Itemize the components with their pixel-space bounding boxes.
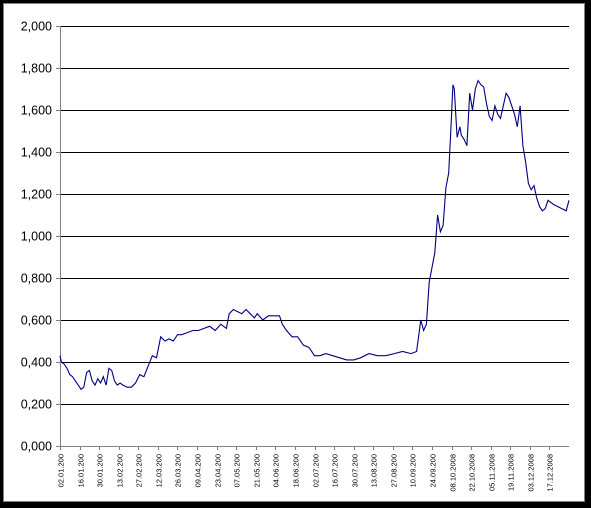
- x-tick-label: 12.03.200: [155, 454, 164, 487]
- x-tick-label: 21.05.200: [253, 454, 262, 487]
- x-tick-label: 19.11.2008: [507, 454, 516, 491]
- x-tick-label: 30.07.200: [351, 454, 360, 487]
- x-tick-label: 09.04.200: [194, 454, 203, 487]
- x-tick-label: 17.12.2008: [546, 454, 555, 492]
- x-tick-label: 30.01.200: [96, 454, 105, 487]
- x-tick-label: 23.04.200: [214, 454, 223, 487]
- y-tick-label: 0,600: [21, 314, 52, 328]
- axes: [56, 26, 569, 450]
- x-tick-label: 08.10.2008: [449, 454, 458, 492]
- y-tick-label: 1,000: [21, 230, 52, 244]
- y-tick-label: 0,200: [21, 398, 52, 412]
- x-tick-label: 24.09.200: [429, 454, 438, 487]
- x-tick-label: 04.06.200: [272, 454, 281, 487]
- y-tick-label: 0,000: [21, 440, 52, 454]
- x-tick-label: 18.06.200: [292, 454, 301, 487]
- chart-frame: 0,000 0,200 0,400 0,600 0,800 1,000 1,200 1,400…: [3, 3, 585, 502]
- x-tick-label: 10.09.200: [409, 454, 418, 487]
- x-tick-labels: 02.01.200 16.01.200 30.01.200 13.02.200 27.0…: [57, 454, 555, 492]
- y-tick-label: 0,400: [21, 356, 52, 370]
- x-tick-label: 02.01.200: [57, 454, 66, 487]
- x-tick-label: 27.02.200: [135, 454, 144, 487]
- y-tick-label: 2,000: [21, 20, 52, 34]
- x-tick-label: 16.07.200: [331, 454, 340, 487]
- y-tick-label: 1,800: [21, 62, 52, 76]
- line-chart: 0,000 0,200 0,400 0,600 0,800 1,000 1,200 1,400…: [21, 20, 570, 492]
- series-layer: [59, 79, 570, 391]
- x-tick-label: 22.10.2008: [468, 454, 477, 492]
- y-tick-label: 0,800: [21, 272, 52, 286]
- x-tick-label: 05.11.2008: [488, 454, 497, 491]
- x-tick-label: 27.08.200: [390, 454, 399, 487]
- x-tick-label: 02.07.200: [312, 454, 321, 487]
- series-line: [59, 79, 570, 391]
- x-tick-label: 16.01.200: [77, 454, 86, 487]
- x-tick-label: 13.02.200: [116, 454, 125, 487]
- y-tick-label: 1,200: [21, 188, 52, 202]
- x-tick-label: 26.03.200: [174, 454, 183, 487]
- gridlines: [60, 26, 569, 405]
- y-tick-label: 1,400: [21, 146, 52, 160]
- x-tick-label: 07.05.200: [233, 454, 242, 487]
- x-tick-label: 13.08.200: [370, 454, 379, 487]
- y-tick-label: 1,600: [21, 104, 52, 118]
- y-tick-labels: 0,000 0,200 0,400 0,600 0,800 1,000 1,200 1,400…: [21, 20, 52, 454]
- x-tick-label: 03.12.2008: [527, 454, 536, 492]
